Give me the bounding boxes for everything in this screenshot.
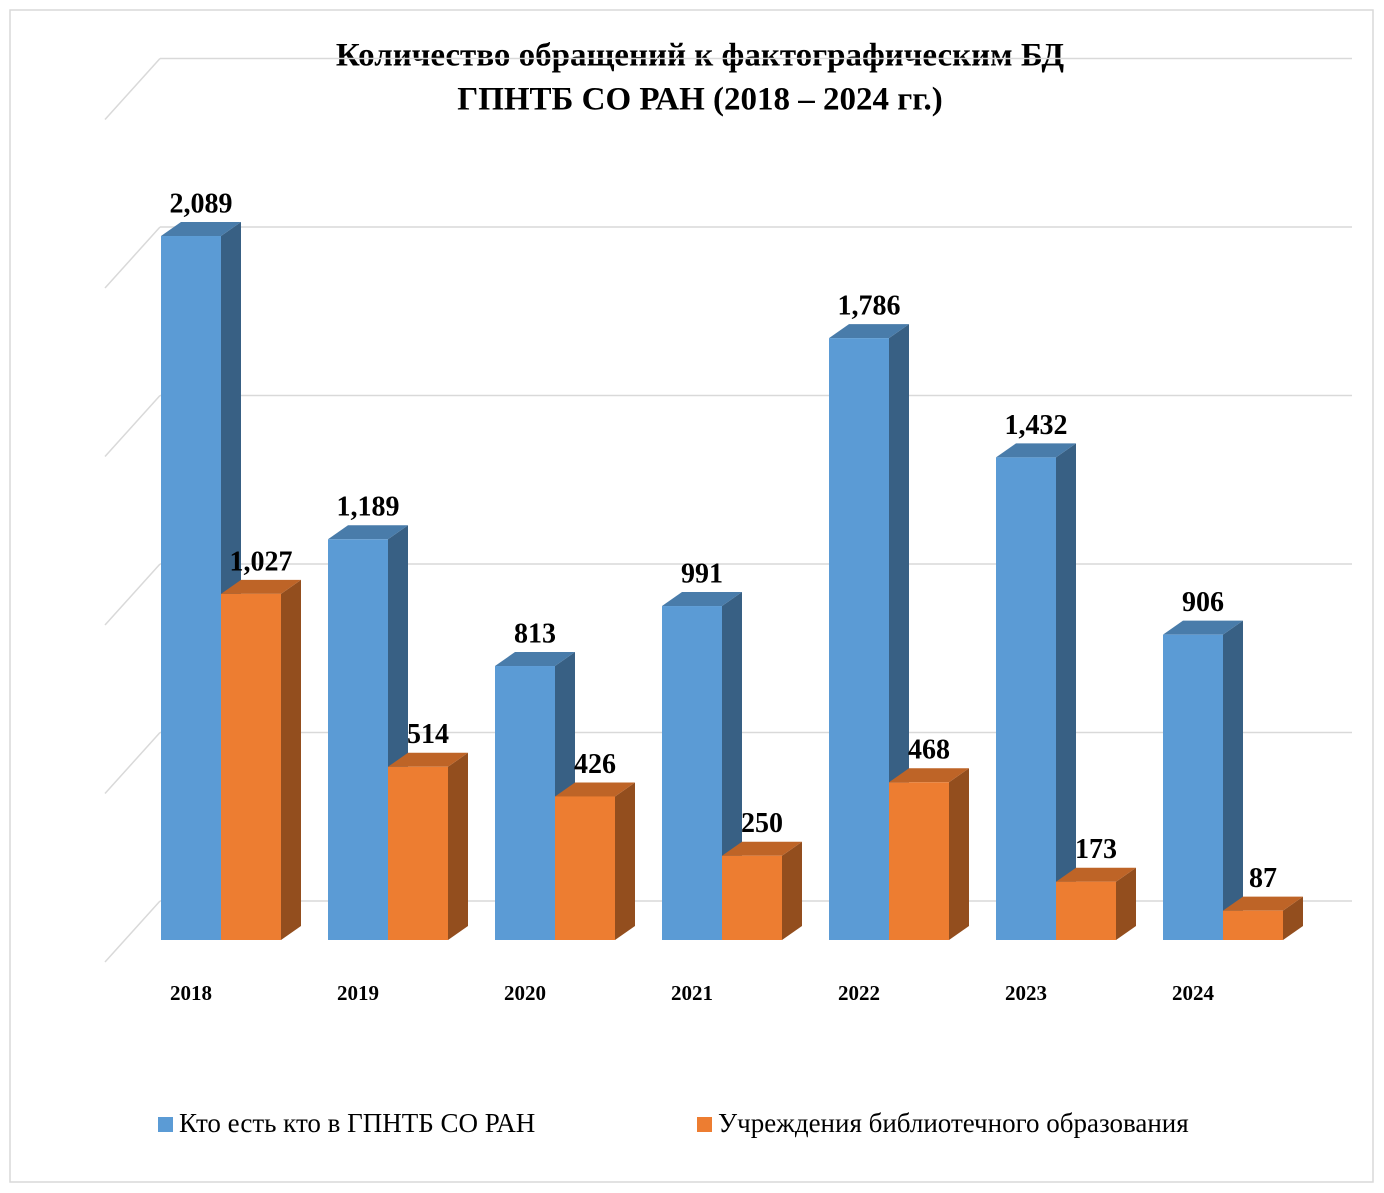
bar-side [782, 841, 802, 940]
bar [889, 768, 969, 940]
bar-front [1163, 634, 1223, 940]
bar [1163, 620, 1243, 940]
bar-top [221, 579, 301, 594]
x-tick-label: 2024 [1172, 981, 1215, 1005]
bar-front [1223, 910, 1283, 940]
bar-front [1056, 881, 1116, 940]
bar-top [555, 782, 635, 797]
bar-side [949, 768, 969, 940]
bar-top [495, 652, 575, 667]
bar [388, 752, 468, 940]
data-label: 906 [1182, 587, 1224, 618]
bar-top [722, 841, 802, 856]
data-label: 426 [574, 749, 616, 780]
bar [1056, 867, 1136, 940]
chart-title: ГПНТБ СО РАН (2018 – 2024 гг.) [457, 82, 943, 118]
x-tick-label: 2021 [671, 981, 713, 1005]
x-tick-label: 2020 [504, 981, 546, 1005]
bar-front [388, 766, 448, 940]
bar [555, 782, 635, 940]
bar-front [662, 606, 722, 940]
data-label: 468 [908, 735, 950, 766]
legend-swatch [697, 1117, 712, 1132]
bar [221, 579, 301, 940]
data-label: 1,432 [1005, 410, 1068, 441]
bar-side [448, 752, 468, 940]
bar-top [1056, 867, 1136, 882]
bar-front [328, 539, 388, 940]
x-tick-label: 2019 [337, 981, 379, 1005]
bar [328, 525, 408, 940]
bar-front [889, 782, 949, 940]
bar-top [1163, 620, 1243, 635]
bar-top [388, 752, 468, 767]
bar-side [1223, 620, 1243, 940]
data-label: 2,089 [170, 188, 233, 219]
bar-front [722, 855, 782, 940]
data-label: 1,189 [337, 492, 400, 523]
data-label: 173 [1075, 834, 1117, 865]
bar-top [889, 768, 969, 783]
data-label: 514 [407, 719, 449, 750]
bar [996, 443, 1076, 940]
grid-line [104, 563, 161, 626]
grid-line [104, 57, 161, 121]
bar-top [996, 443, 1076, 458]
data-label: 1,027 [230, 546, 293, 577]
data-label: 991 [681, 558, 723, 589]
bar-top [662, 592, 742, 607]
chart-title: Количество обращений к фактографическим … [336, 38, 1065, 74]
legend-label: Учреждения библиотечного образования [718, 1108, 1189, 1138]
bar-front [996, 457, 1056, 940]
x-tick-label: 2018 [170, 981, 212, 1005]
bar-top [829, 324, 909, 339]
x-tick-label: 2022 [838, 981, 880, 1005]
bar-front [161, 236, 221, 940]
bar-top [328, 525, 408, 540]
grid-line [104, 226, 161, 289]
legend-label: Кто есть кто в ГПНТБ СО РАН [179, 1108, 535, 1138]
x-tick-label: 2023 [1005, 981, 1047, 1005]
bar-side [615, 782, 635, 940]
data-label: 87 [1249, 863, 1277, 894]
bar-front [555, 796, 615, 940]
legend-swatch [158, 1117, 173, 1132]
bar-side [281, 579, 301, 940]
bar-front [829, 338, 889, 940]
bar-top [1223, 896, 1303, 911]
data-label: 813 [514, 618, 556, 649]
grid-line [104, 731, 161, 795]
bar-top [161, 222, 241, 237]
grid-line [104, 900, 161, 963]
bar-side [1116, 867, 1136, 940]
bar [722, 841, 802, 940]
data-label: 250 [741, 808, 783, 839]
grid-line [104, 394, 161, 458]
bar-side [1283, 896, 1303, 940]
bar [829, 324, 909, 940]
bar-front [495, 666, 555, 940]
bar [1223, 896, 1303, 940]
bar-front [221, 593, 281, 940]
bar-side [1056, 443, 1076, 940]
data-label: 1,786 [838, 291, 901, 322]
